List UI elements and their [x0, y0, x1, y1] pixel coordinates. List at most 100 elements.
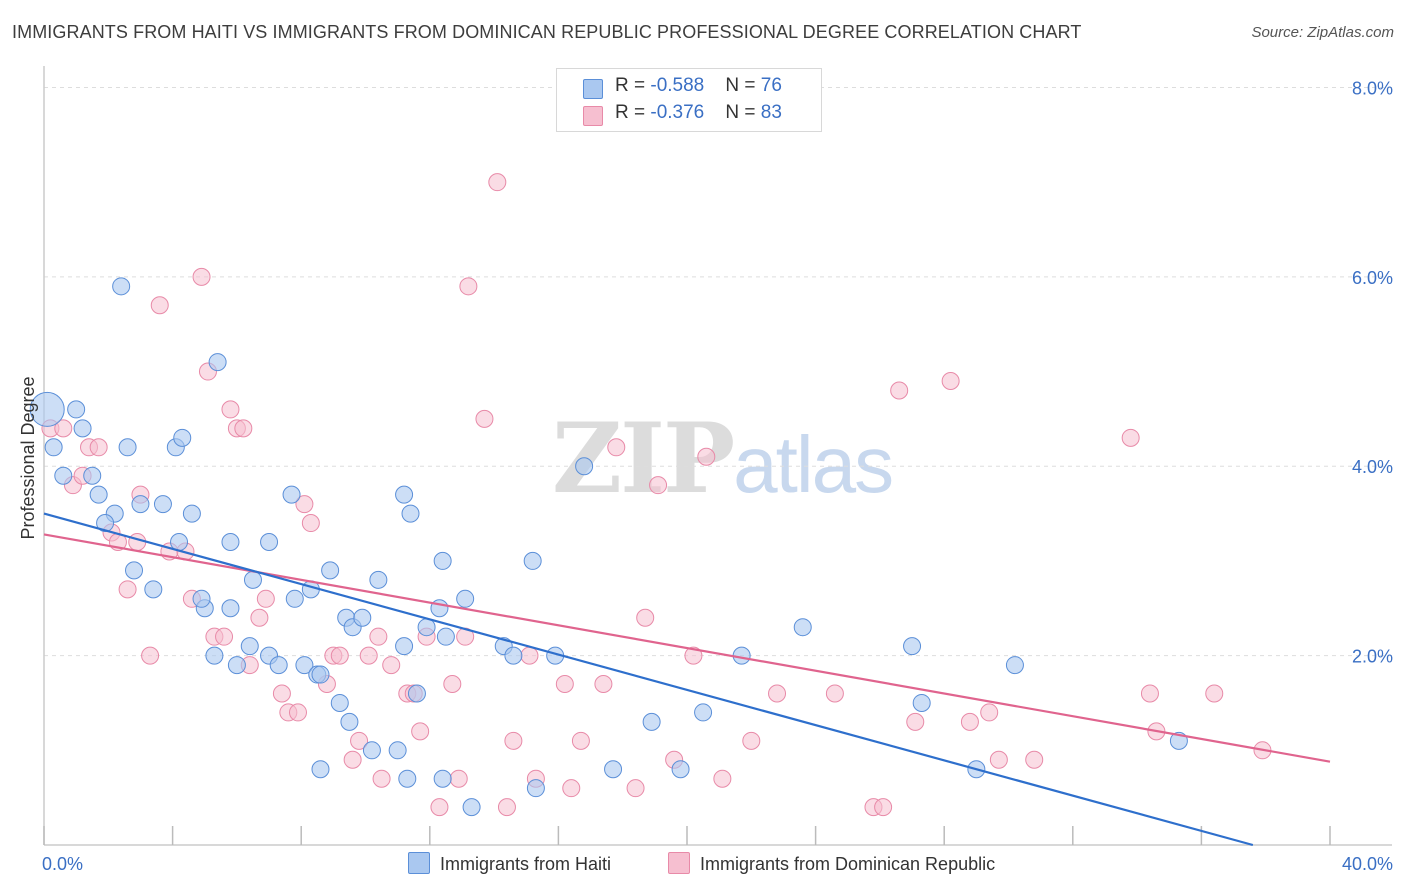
- haiti-point: [433, 551, 452, 570]
- dr-point: [359, 646, 378, 665]
- trend-line-dr: [43, 533, 1331, 763]
- haiti-point: [575, 457, 594, 476]
- haiti-point: [227, 656, 246, 675]
- haiti-point: [221, 599, 240, 618]
- haiti-point: [526, 779, 545, 798]
- haiti-point: [131, 495, 150, 514]
- haiti-point: [395, 485, 414, 504]
- haiti-point: [29, 391, 65, 427]
- dr-point: [1205, 684, 1224, 703]
- dr-point: [941, 372, 960, 391]
- dr-point: [906, 712, 925, 731]
- dr-r-label: R =: [615, 102, 651, 123]
- dr-point: [1121, 428, 1140, 447]
- haiti-point: [240, 637, 259, 656]
- dr-point: [960, 712, 979, 731]
- haiti-point: [83, 466, 102, 485]
- haiti-point: [44, 438, 63, 457]
- haiti-point: [67, 400, 86, 419]
- chart-title: IMMIGRANTS FROM HAITI VS IMMIGRANTS FROM…: [12, 22, 1082, 42]
- dr-point: [250, 608, 269, 627]
- dr-point: [215, 627, 234, 646]
- haiti-n-label: N =: [725, 75, 761, 96]
- dr-r-value: -0.376: [650, 102, 705, 123]
- haiti-point: [340, 712, 359, 731]
- dr-point: [594, 675, 613, 694]
- haiti-point: [462, 798, 481, 817]
- haiti-point: [642, 712, 661, 731]
- dr-point: [497, 798, 516, 817]
- legend-item-haiti[interactable]: Immigrants from Haiti: [408, 852, 611, 875]
- dr-point: [649, 476, 668, 495]
- dr-point: [1140, 684, 1159, 703]
- haiti-point: [912, 693, 931, 712]
- haiti-point: [192, 589, 211, 608]
- dr-point: [295, 495, 314, 514]
- legend-dr-label: Immigrants from Dominican Republic: [700, 854, 996, 874]
- haiti-point: [311, 760, 330, 779]
- dr-point: [768, 684, 787, 703]
- dr-point: [150, 296, 169, 315]
- x-tick-label-max: 40.0%: [1342, 854, 1393, 874]
- x-tick-label-min: 0.0%: [42, 854, 83, 874]
- haiti-point: [401, 504, 420, 523]
- haiti-point: [321, 561, 340, 580]
- haiti-point: [221, 532, 240, 551]
- dr-point: [301, 514, 320, 533]
- dr-point: [626, 779, 645, 798]
- haiti-point: [96, 514, 115, 533]
- dr-point: [890, 381, 909, 400]
- dr-point: [475, 409, 494, 428]
- legend-item-dr[interactable]: Immigrants from Dominican Republic: [668, 852, 995, 875]
- dr-point: [221, 400, 240, 419]
- dr-point: [141, 646, 160, 665]
- haiti-point: [118, 438, 137, 457]
- dr-point: [989, 750, 1008, 769]
- haiti-point: [388, 741, 407, 760]
- haiti-point: [353, 608, 372, 627]
- dr-point: [430, 798, 449, 817]
- dr-point: [504, 731, 523, 750]
- haiti-point: [205, 646, 224, 665]
- dr-point: [636, 608, 655, 627]
- haiti-point: [182, 504, 201, 523]
- trend-line-haiti: [43, 512, 1254, 847]
- haiti-point: [311, 665, 330, 684]
- dr-point: [54, 419, 73, 438]
- haiti-point: [285, 589, 304, 608]
- y-axis-title: Professional Degree: [18, 376, 38, 539]
- dr-swatch: [583, 106, 603, 126]
- stats-box: R = -0.588 N = 76 R = -0.376 N = 83: [556, 68, 822, 132]
- dr-point: [571, 731, 590, 750]
- trend-lines: [43, 512, 1331, 847]
- dr-point: [369, 627, 388, 646]
- haiti-point: [330, 693, 349, 712]
- haiti-point: [243, 570, 262, 589]
- series-dominican-republic: [41, 173, 1272, 817]
- haiti-point: [295, 656, 314, 675]
- haiti-point: [260, 532, 279, 551]
- haiti-point: [369, 570, 388, 589]
- legend-haiti-label: Immigrants from Haiti: [440, 854, 612, 874]
- haiti-point: [269, 656, 288, 675]
- haiti-point: [523, 551, 542, 570]
- dr-point: [256, 589, 275, 608]
- haiti-point: [73, 419, 92, 438]
- dr-point: [684, 646, 703, 665]
- haiti-point: [793, 618, 812, 637]
- dr-point: [874, 798, 893, 817]
- dr-point: [825, 684, 844, 703]
- dr-point: [128, 532, 147, 551]
- dr-point: [607, 438, 626, 457]
- haiti-point: [144, 580, 163, 599]
- y-tick-label: 8.0%: [1352, 78, 1393, 98]
- haiti-point: [671, 760, 690, 779]
- dr-n-value: 83: [760, 102, 782, 123]
- haiti-point: [112, 277, 131, 296]
- dr-point: [697, 447, 716, 466]
- dr-point: [382, 656, 401, 675]
- haiti-point: [604, 760, 623, 779]
- haiti-point: [89, 485, 108, 504]
- dr-point: [372, 769, 391, 788]
- dr-point: [411, 722, 430, 741]
